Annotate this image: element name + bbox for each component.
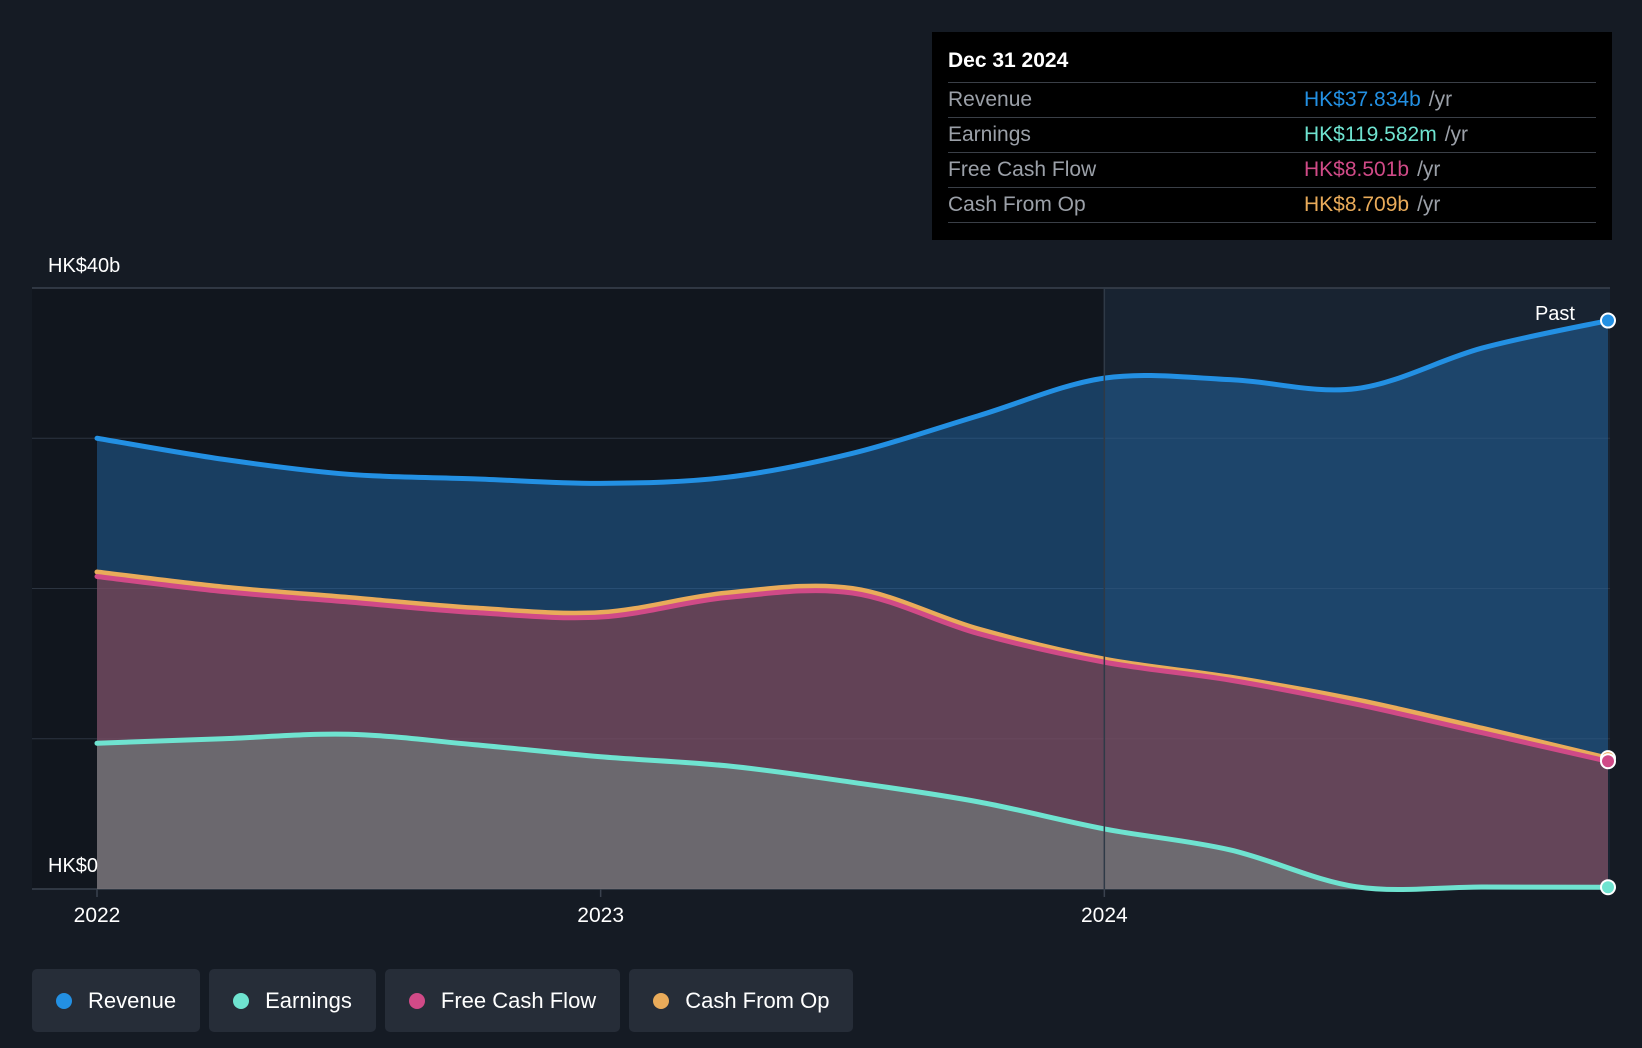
tooltip-value: HK$119.582m <box>1304 123 1437 146</box>
tooltip-unit: /yr <box>1417 193 1441 216</box>
earnings-endpoint <box>1600 879 1616 896</box>
cash-from-op-area <box>97 571 1608 889</box>
legend-label: Cash From Op <box>685 987 830 1013</box>
tooltip-label: Earnings <box>948 123 1031 146</box>
tooltip-unit: /yr <box>1428 88 1453 111</box>
tooltip-label: Free Cash Flow <box>948 158 1097 181</box>
legend-item-cash-from-op[interactable]: Cash From Op <box>629 969 854 1032</box>
legend-item-earnings[interactable]: Earnings <box>209 969 376 1032</box>
past-label: Past <box>1535 303 1575 325</box>
legend-label: Earnings <box>265 987 352 1013</box>
tooltip-value: HK$8.501b <box>1304 158 1410 181</box>
legend-dot-icon <box>56 992 72 1009</box>
tooltip: Dec 31 2024 Revenue HK$37.834b /yr Earni… <box>932 32 1612 240</box>
revenue-line <box>94 318 1611 486</box>
free-cash-flow-endpoint <box>1600 753 1616 770</box>
tooltip-row-cash-from-op: Cash From Op HK$8.709b /yr <box>948 188 1596 223</box>
series-endpoints <box>1600 312 1616 896</box>
legend: Revenue Earnings Free Cash Flow Cash Fro… <box>32 969 854 1032</box>
earnings-line <box>94 731 1611 893</box>
tooltip-unit: /yr <box>1417 158 1441 181</box>
y-axis-label-bottom: HK$0 <box>48 855 98 877</box>
legend-label: Revenue <box>88 987 177 1013</box>
revenue-endpoint <box>1600 312 1616 329</box>
legend-dot-icon <box>233 992 250 1009</box>
tooltip-row-revenue: Revenue HK$37.834b /yr <box>948 83 1596 118</box>
legend-item-free-cash-flow[interactable]: Free Cash Flow <box>384 969 621 1032</box>
cash-from-op-line <box>94 569 1611 761</box>
x-tick-label: 2023 <box>577 904 624 927</box>
tooltip-unit: /yr <box>1444 123 1469 146</box>
x-tick-label: 2024 <box>1081 904 1128 927</box>
legend-item-revenue[interactable]: Revenue <box>32 969 201 1032</box>
tooltip-value: HK$8.709b <box>1304 193 1410 216</box>
tooltip-label: Cash From Op <box>948 193 1086 216</box>
tooltip-date: Dec 31 2024 <box>948 46 1596 83</box>
x-axis-ticks: 2022 2023 2024 <box>74 889 1128 927</box>
legend-label: Free Cash Flow <box>440 987 597 1013</box>
tooltip-row-free-cash-flow: Free Cash Flow HK$8.501b /yr <box>948 153 1596 188</box>
legend-dot-icon <box>653 992 670 1009</box>
legend-dot-icon <box>408 992 425 1009</box>
y-axis-label-top: HK$40b <box>48 255 120 277</box>
free-cash-flow-area <box>97 576 1608 889</box>
tooltip-row-earnings: Earnings HK$119.582m /yr <box>948 118 1596 153</box>
x-tick-label: 2022 <box>74 904 121 927</box>
tooltip-label: Revenue <box>948 88 1033 111</box>
free-cash-flow-line <box>94 573 1611 764</box>
tooltip-value: HK$37.834b <box>1304 88 1421 111</box>
series-lines <box>94 318 1611 893</box>
